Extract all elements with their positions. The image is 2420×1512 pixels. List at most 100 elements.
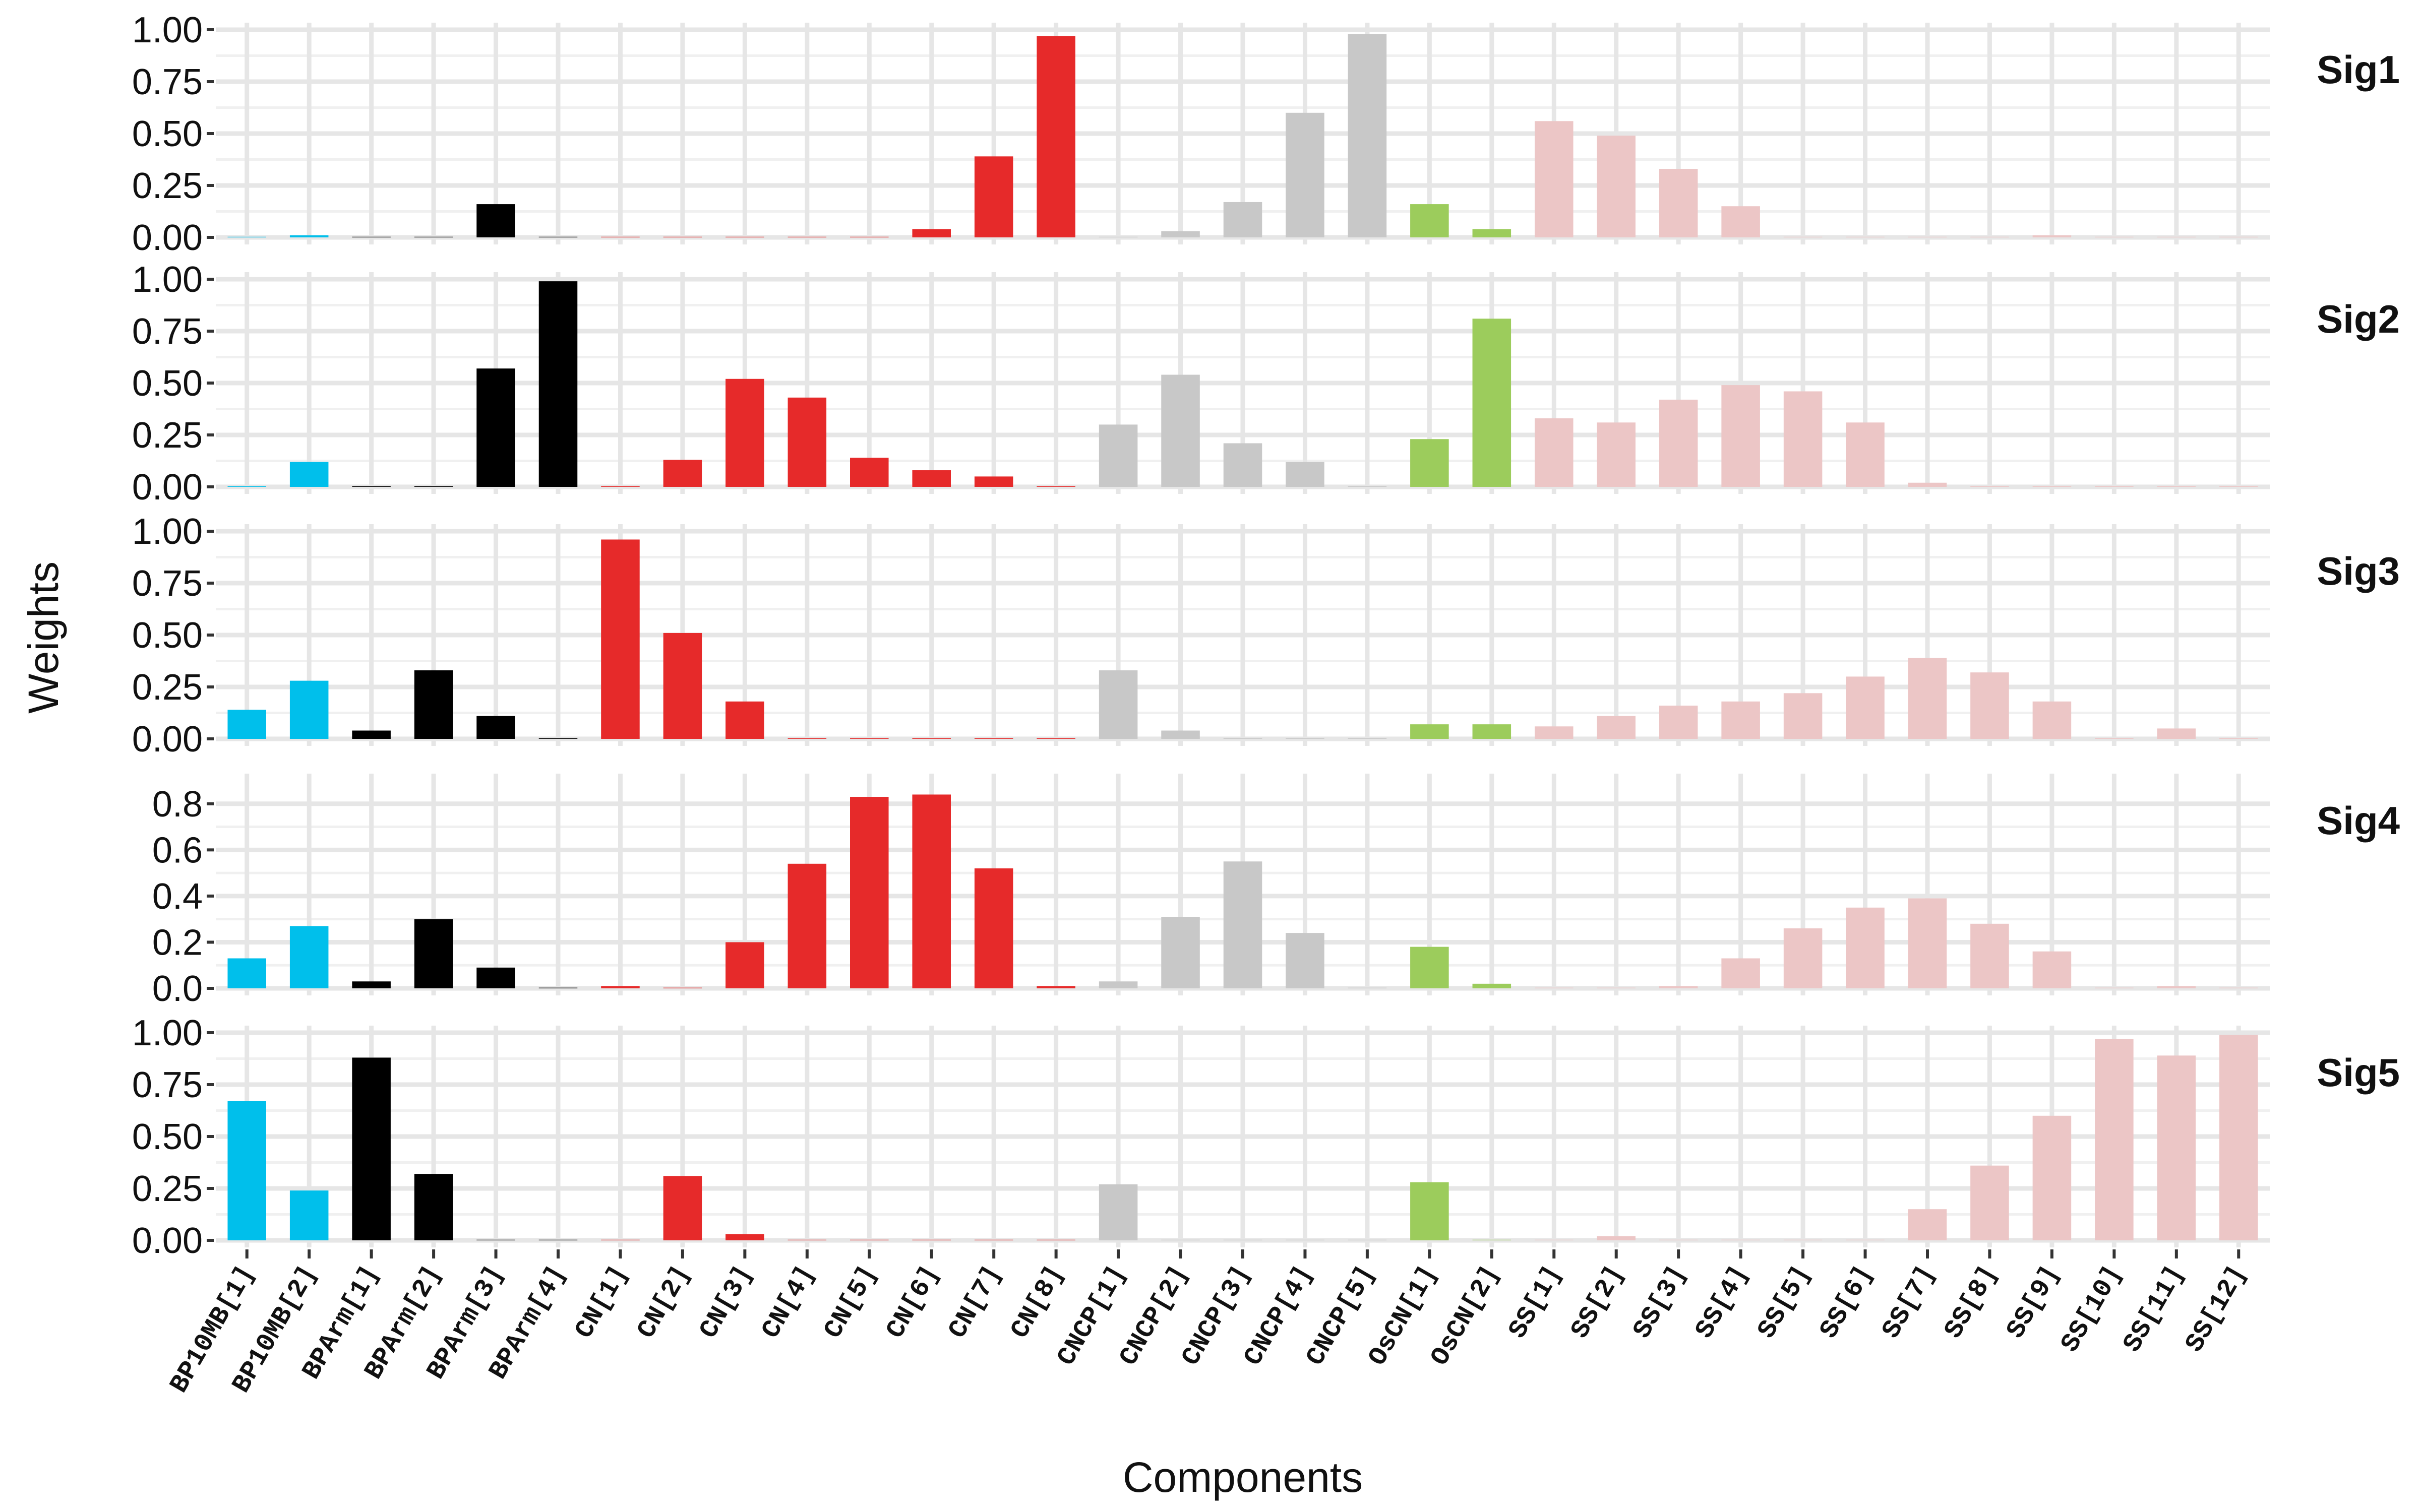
bar-sig2-ss-8 [1970,486,2009,487]
panel-sig1: 0.00 0.25 0.50 0.75 1.00 Sig1 [132,10,2400,258]
bar-sig3-ss-1 [1535,726,1574,739]
panel-sig5: 0.00 0.25 0.50 0.75 1.00 Sig5 [132,1013,2400,1261]
bar-sig3-ss-6 [1846,676,1885,739]
bar-sig4-ss-5 [1783,928,1823,988]
bar-sig5-cn-2 [663,1176,702,1240]
x-tick-label: SS[4] [1689,1261,1754,1344]
bar-sig4-cncp-1 [1099,981,1138,988]
y-tick-label: 0.50 [132,363,203,404]
bar-sig2-bp10mb-2 [289,462,329,487]
bar-sig3-ss-5 [1783,693,1823,739]
bar-sig2-bp10mb-1 [227,486,266,487]
bar-sig2-bparm-4 [538,281,578,487]
bar-sig3-cn-1 [601,539,640,739]
y-tick-label: 0.75 [132,62,203,102]
bar-sig1-ss-3 [1659,169,1698,237]
x-tick-label: CN[7] [943,1261,1008,1344]
bar-sig1-cncp-4 [1286,112,1324,237]
bar-sig2-cn-8 [1037,486,1075,487]
x-tick-label: SS[3] [1627,1261,1692,1344]
bar-sig3-bp10mb-1 [227,710,266,739]
bar-sig3-bparm-2 [414,670,453,739]
bar-sig4-bparm-3 [476,967,515,988]
bar-sig3-ss-9 [2032,701,2072,739]
bar-sig2-cn-3 [725,379,764,487]
bar-sig4-ss-3 [1659,986,1698,988]
bar-sig1-ss-1 [1535,121,1574,237]
y-tick-label: 0.75 [132,1065,203,1105]
bar-sig2-ss-11 [2157,486,2196,487]
bar-sig2-ss-12 [2219,486,2258,487]
bar-sig4-cn-8 [1037,986,1075,988]
x-tick-label: SS[2] [1565,1261,1630,1344]
bar-sig2-ss-9 [2032,486,2072,487]
bar-sig3-cncp-2 [1161,730,1200,739]
bar-sig2-cncp-4 [1286,462,1324,487]
x-tick-label: CN[5] [818,1261,883,1344]
y-tick-label: 0.50 [132,1117,203,1157]
facet-strip-label: Sig4 [2317,798,2400,843]
facet-strip-label: Sig1 [2317,47,2400,92]
bar-sig2-bparm-3 [476,368,515,487]
bar-sig3-oscn-2 [1472,724,1511,739]
bar-sig2-ss-7 [1908,482,1947,487]
bar-sig5-ss-2 [1597,1236,1636,1240]
bar-sig5-bp10mb-2 [289,1190,329,1240]
bar-sig3-bparm-3 [476,716,515,739]
bar-sig2-oscn-1 [1410,439,1449,487]
bar-sig5-ss-10 [2095,1039,2134,1240]
x-tick-label: CN[2] [632,1261,697,1344]
bar-sig4-ss-8 [1970,923,2009,988]
bar-sig4-bparm-1 [352,981,391,988]
bar-sig3-bparm-4 [538,738,578,739]
x-tick-label: SS[6] [1814,1261,1879,1344]
bar-sig3-ss-4 [1721,701,1760,739]
bar-sig1-cncp-5 [1348,34,1387,238]
y-tick-label: 0.8 [152,784,203,825]
bar-sig5-bparm-1 [352,1057,391,1240]
x-tick-label: CN[6] [880,1261,945,1344]
bar-sig4-cncp-2 [1161,917,1200,988]
x-axis-ticks: BP10MB[1]BP10MB[2]BPArm[1]BPArm[2]BPArm[… [164,1249,2253,1398]
bar-sig4-ss-6 [1846,907,1885,988]
bar-sig1-ss-4 [1721,206,1760,237]
bar-sig1-ss-9 [2032,235,2072,237]
y-tick-label: 0.25 [132,166,203,206]
y-tick-label: 1.00 [132,512,203,552]
y-tick-label: 0.50 [132,114,203,154]
y-tick-label: 0.25 [132,415,203,456]
bar-sig4-ss-9 [2032,951,2072,988]
bar-sig3-bparm-1 [352,730,391,739]
y-tick-label: 1.00 [132,260,203,300]
bar-sig4-cn-5 [850,797,889,988]
bar-sig4-ss-4 [1721,958,1760,988]
y-tick-label: 1.00 [132,10,203,50]
x-tick-label: SS[5] [1752,1261,1817,1344]
bar-sig4-oscn-1 [1410,947,1449,988]
bar-sig2-ss-5 [1783,391,1823,487]
x-tick-label: CN[3] [694,1261,759,1344]
bar-sig2-ss-1 [1535,418,1574,487]
bar-sig3-cncp-3 [1223,738,1262,739]
y-tick-label: 1.00 [132,1013,203,1053]
bar-sig4-oscn-2 [1472,983,1511,988]
panel-sig2: 0.00 0.25 0.50 0.75 1.00 Sig2 [132,260,2400,508]
bar-sig2-cncp-3 [1223,443,1262,487]
bar-sig1-bp10mb-2 [289,235,329,237]
bar-sig4-ss-11 [2157,986,2196,988]
bar-sig1-oscn-2 [1472,229,1511,237]
bar-sig1-cncp-3 [1223,202,1262,237]
bar-sig2-cn-4 [788,397,827,487]
y-tick-label: 0.6 [152,830,203,870]
bar-sig4-cn-6 [912,794,951,988]
bar-sig5-oscn-1 [1410,1182,1449,1240]
bar-sig1-cn-7 [974,156,1013,237]
bar-sig4-bp10mb-2 [289,926,329,988]
y-tick-label: 0.2 [152,922,203,963]
bar-sig5-cn-3 [725,1234,764,1240]
bar-sig3-ss-3 [1659,706,1698,739]
chart-panels: 0.00 0.25 0.50 0.75 1.00 Sig1 0.00 0.25 0.50 0.75… [132,10,2400,1261]
bar-sig3-cn-8 [1037,738,1075,739]
bar-sig5-ss-7 [1908,1209,1947,1240]
y-tick-label: 0.75 [132,311,203,352]
